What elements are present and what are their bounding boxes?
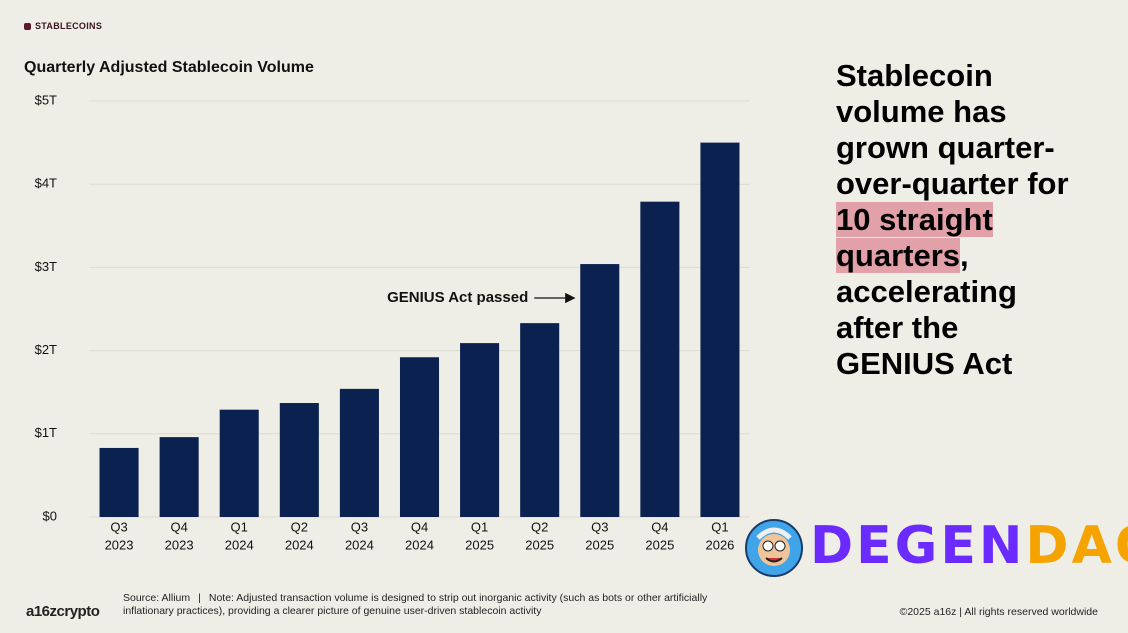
x-tick-label: Q1 xyxy=(231,519,248,534)
x-tick-label: 2024 xyxy=(405,537,434,552)
chart-title: Quarterly Adjusted Stablecoin Volume xyxy=(24,59,314,76)
x-tick-label: 2026 xyxy=(705,537,734,552)
headline-text: , accelerating after the GENIUS Act xyxy=(836,238,1017,381)
y-tick-label: $2T xyxy=(35,342,57,357)
bar xyxy=(339,388,379,517)
y-tick-label: $5T xyxy=(35,92,57,107)
copyright: ©2025 a16z | All rights reserved worldwi… xyxy=(899,606,1098,618)
headline: Stablecoin volume has grown quarter-over… xyxy=(836,58,1081,382)
bar xyxy=(399,357,440,517)
x-tick-label: Q3 xyxy=(591,519,608,534)
headline-text: Stablecoin volume has grown quarter-over… xyxy=(836,58,1069,201)
x-tick-label: 2023 xyxy=(105,537,134,552)
chart: Quarterly Adjusted Stablecoin Volume $0 $… xyxy=(24,59,750,552)
bar xyxy=(640,201,680,517)
annotation: GENIUS Act passed xyxy=(387,289,528,306)
x-tick-label: 2025 xyxy=(525,537,554,552)
logo: a16zcrypto xyxy=(26,603,100,620)
bar xyxy=(99,447,139,517)
bar xyxy=(219,409,259,517)
x-tick-label: Q2 xyxy=(291,519,308,534)
y-tick-label: $4T xyxy=(35,176,57,191)
x-tick-label: Q1 xyxy=(471,519,488,534)
x-tick-label: 2023 xyxy=(165,537,194,552)
x-tick-label: 2024 xyxy=(225,537,254,552)
x-tick-label: Q3 xyxy=(351,519,368,534)
x-tick-label: 2025 xyxy=(585,537,614,552)
bar xyxy=(279,403,319,517)
x-tick-label: Q1 xyxy=(711,519,728,534)
x-tick-label: 2025 xyxy=(645,537,674,552)
bar xyxy=(159,437,199,517)
y-tick-label: $1T xyxy=(35,425,57,440)
x-tick-label: 2024 xyxy=(285,537,314,552)
footnote: Source: Allium | Note: Adjusted transactio… xyxy=(123,592,708,617)
badge-avatar xyxy=(745,519,803,577)
bar xyxy=(460,343,500,517)
x-tick-label: Q2 xyxy=(531,519,548,534)
badge-first: DEGEN xyxy=(810,516,1026,576)
x-tick-label: Q4 xyxy=(411,519,428,534)
x-tick-label: 2024 xyxy=(345,537,374,552)
badge-second: DAO! xyxy=(1025,516,1128,576)
note: Note: Adjusted transaction volume is des… xyxy=(123,592,708,617)
bar xyxy=(520,323,560,517)
bar xyxy=(700,142,740,517)
source: Source: Allium xyxy=(123,592,191,604)
x-tick-label: 2025 xyxy=(465,537,494,552)
y-tick-label: $0 xyxy=(43,508,57,523)
x-tick-label: Q3 xyxy=(110,519,127,534)
section-tag: STABLECOINS xyxy=(24,21,102,31)
badge-logo: DEGENDAO! xyxy=(810,516,1128,576)
y-tick-label: $3T xyxy=(35,259,57,274)
headline-highlight: 10 straight quarters xyxy=(836,202,993,273)
x-tick-label: Q4 xyxy=(651,519,668,534)
x-tick-label: Q4 xyxy=(170,519,187,534)
bar xyxy=(580,264,620,517)
